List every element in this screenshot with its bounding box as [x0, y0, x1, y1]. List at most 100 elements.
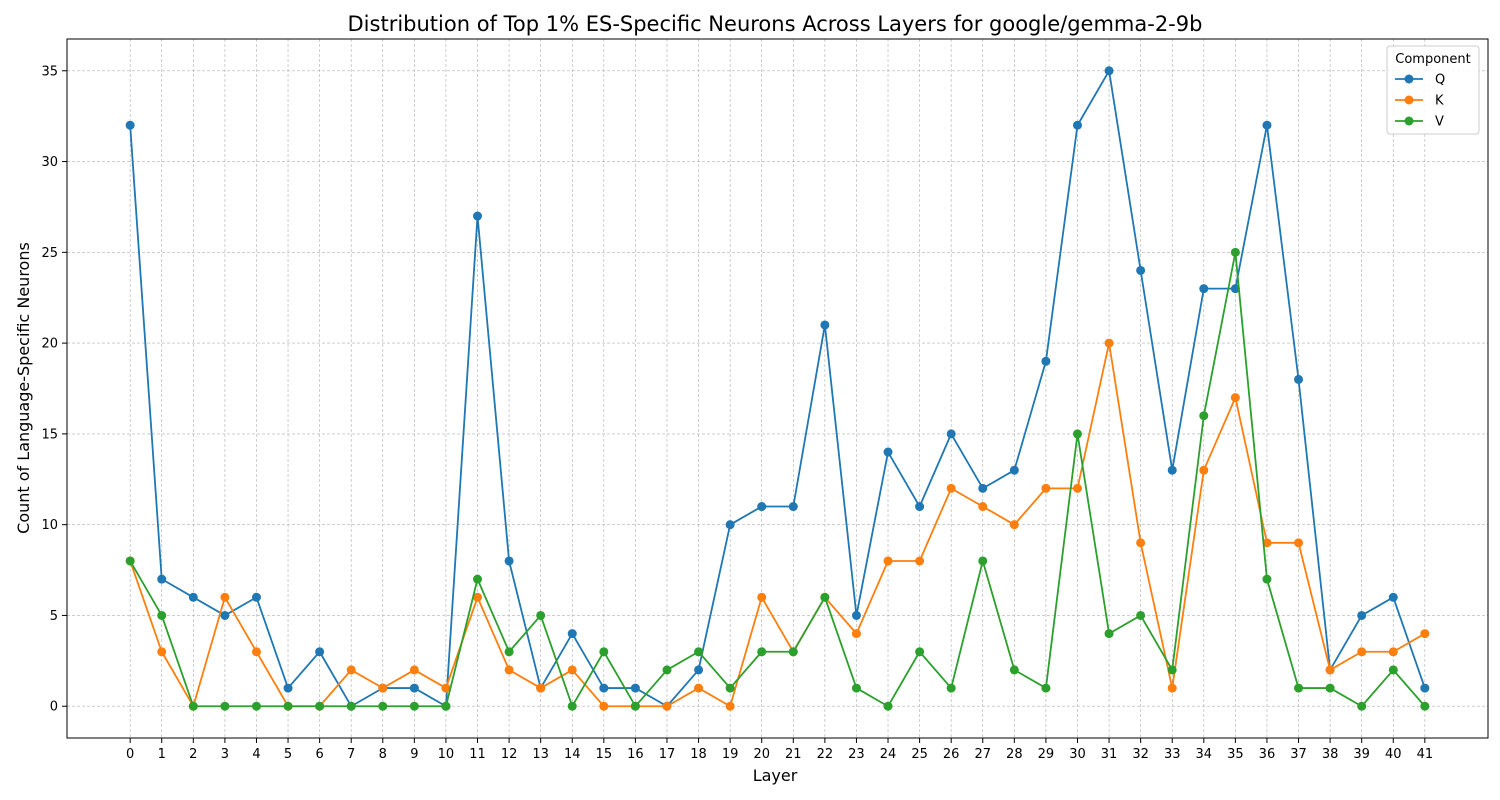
data-point: [820, 320, 830, 330]
x-tick-label: 35: [1227, 747, 1244, 762]
x-tick-label: 31: [1101, 747, 1118, 762]
x-tick-label: 6: [315, 747, 323, 762]
data-point: [1104, 66, 1114, 76]
y-axis-label: Count of Language-Specific Neurons: [14, 242, 33, 534]
data-point: [504, 647, 514, 657]
series-layer: [125, 66, 1430, 711]
x-tick-label: 38: [1322, 747, 1339, 762]
data-point: [883, 447, 893, 457]
data-point: [1167, 683, 1177, 693]
data-point: [567, 701, 577, 711]
data-point: [694, 647, 704, 657]
data-point: [504, 556, 514, 566]
data-point: [346, 701, 356, 711]
x-tick-label: 4: [252, 747, 260, 762]
x-tick-label: 12: [501, 747, 518, 762]
data-point: [1167, 465, 1177, 475]
data-point: [378, 683, 388, 693]
data-point: [662, 665, 672, 675]
x-tick-label: 29: [1038, 747, 1055, 762]
data-point: [251, 592, 261, 602]
x-tick-label: 22: [817, 747, 834, 762]
y-tick-label: 10: [41, 518, 58, 533]
data-point: [630, 701, 640, 711]
data-point: [1136, 265, 1146, 275]
data-point: [220, 592, 230, 602]
data-point: [409, 701, 419, 711]
data-point: [1199, 411, 1209, 421]
y-tick-label: 15: [41, 427, 58, 442]
data-point: [536, 610, 546, 620]
legend-box: [1386, 45, 1480, 135]
y-tick-label: 25: [41, 246, 58, 261]
data-point: [757, 592, 767, 602]
data-point: [188, 701, 198, 711]
data-point: [915, 502, 925, 512]
data-point: [851, 629, 861, 639]
data-point: [694, 665, 704, 675]
y-axis: 0 5 10 15 20 25 30 35: [41, 64, 67, 715]
x-tick-label: 9: [410, 747, 418, 762]
legend-marker: [1404, 74, 1414, 84]
data-point: [851, 610, 861, 620]
x-tick-label: 1: [158, 747, 166, 762]
data-point: [599, 683, 609, 693]
legend-title: Component: [1395, 52, 1470, 67]
data-point: [946, 429, 956, 439]
x-tick-label: 40: [1385, 747, 1402, 762]
data-point: [1199, 284, 1209, 294]
legend-label: K: [1435, 94, 1444, 109]
data-point: [1041, 683, 1051, 693]
data-point: [978, 556, 988, 566]
data-point: [1388, 592, 1398, 602]
data-point: [1388, 647, 1398, 657]
data-point: [1420, 701, 1430, 711]
data-point: [567, 665, 577, 675]
data-point: [1262, 120, 1272, 130]
x-tick-label: 10: [438, 747, 455, 762]
x-tick-label: 14: [564, 747, 581, 762]
x-tick-label: 26: [943, 747, 960, 762]
data-point: [157, 574, 167, 584]
legend-label: Q: [1435, 73, 1445, 88]
data-point: [599, 701, 609, 711]
y-tick-label: 0: [50, 700, 58, 715]
x-tick-label: 21: [785, 747, 802, 762]
data-point: [1294, 683, 1304, 693]
legend-label: V: [1435, 115, 1444, 130]
data-point: [757, 647, 767, 657]
legend-marker: [1404, 116, 1414, 126]
data-point: [1072, 120, 1082, 130]
x-axis: 0 1 2 3 4 5 6 7 8 9 10 11 12 13 14 15 16 17 18 19 20 21 22 23 24…: [126, 738, 1433, 762]
x-tick-label: 36: [1259, 747, 1276, 762]
data-point: [694, 683, 704, 693]
data-point: [788, 647, 798, 657]
data-point: [346, 665, 356, 675]
x-tick-label: 0: [126, 747, 134, 762]
x-tick-label: 32: [1132, 747, 1149, 762]
data-point: [1294, 374, 1304, 384]
x-tick-label: 39: [1353, 747, 1370, 762]
data-point: [251, 647, 261, 657]
series-line-q: [129, 69, 1426, 708]
legend-marker: [1404, 95, 1414, 105]
data-point: [1294, 538, 1304, 548]
x-tick-label: 27: [974, 747, 991, 762]
x-tick-label: 20: [753, 747, 770, 762]
data-point: [157, 647, 167, 657]
data-point: [283, 683, 293, 693]
data-point: [1230, 284, 1240, 294]
x-tick-label: 5: [284, 747, 292, 762]
data-point: [1136, 610, 1146, 620]
legend-item-k: K: [1395, 94, 1444, 109]
y-tick-label: 35: [41, 64, 58, 79]
data-point: [978, 483, 988, 493]
data-point: [1009, 520, 1019, 530]
data-point: [409, 665, 419, 675]
x-tick-label: 17: [659, 747, 676, 762]
x-tick-label: 11: [469, 747, 486, 762]
data-point: [915, 647, 925, 657]
data-point: [757, 502, 767, 512]
x-tick-label: 28: [1006, 747, 1023, 762]
